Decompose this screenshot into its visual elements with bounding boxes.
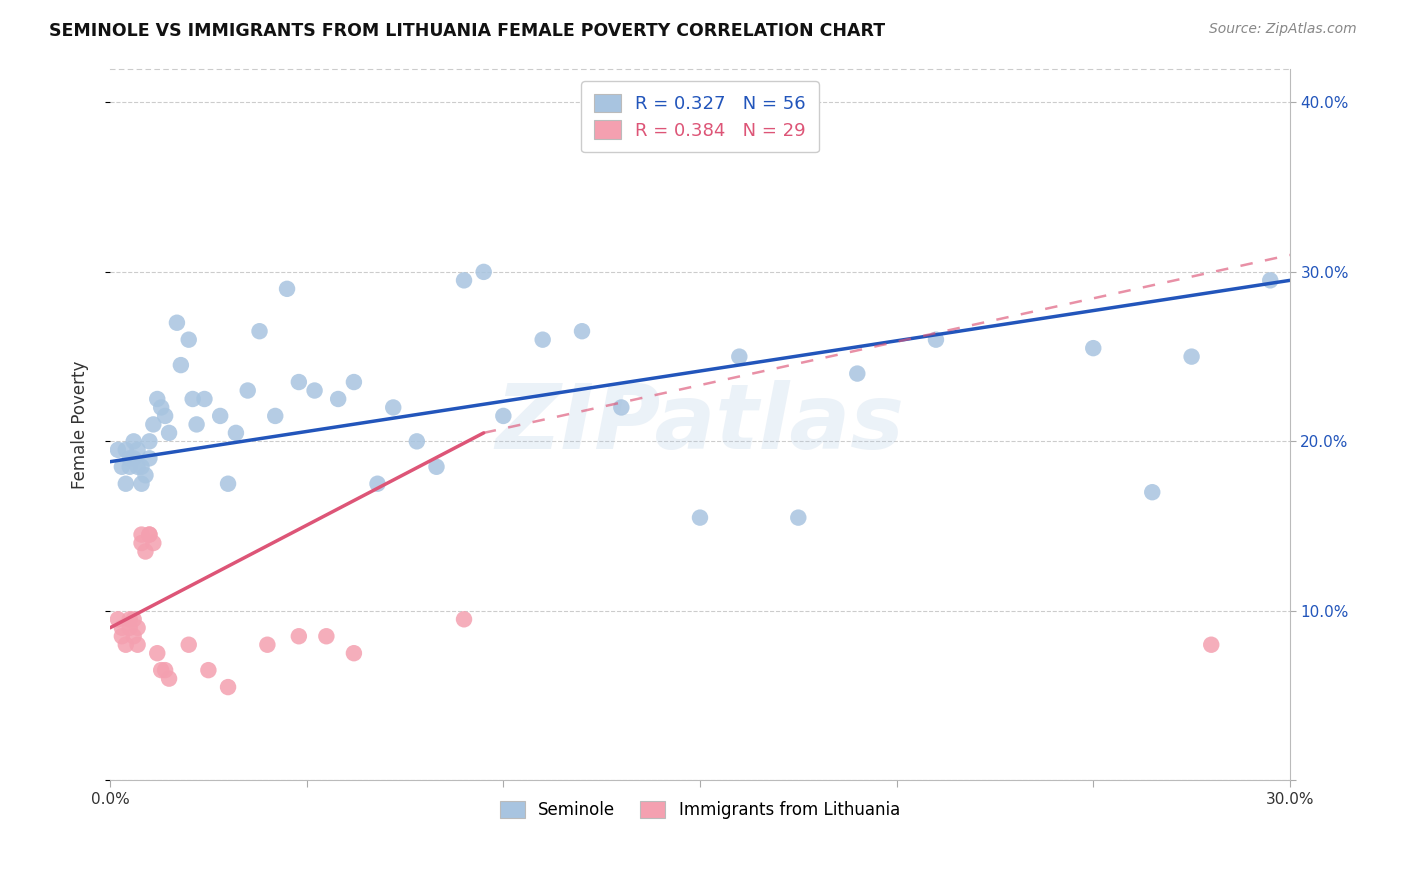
Point — [122, 612, 145, 626]
Point — [166, 316, 188, 330]
Point — [225, 425, 247, 440]
Point — [118, 612, 141, 626]
Point — [492, 409, 515, 423]
Point — [138, 451, 160, 466]
Point — [114, 638, 136, 652]
Point — [127, 638, 149, 652]
Point — [472, 265, 495, 279]
Text: Source: ZipAtlas.com: Source: ZipAtlas.com — [1209, 22, 1357, 37]
Point — [288, 375, 311, 389]
Point — [276, 282, 298, 296]
Point — [177, 638, 200, 652]
Point — [131, 536, 153, 550]
Point — [127, 621, 149, 635]
Point — [236, 384, 259, 398]
Point — [453, 612, 475, 626]
Point — [264, 409, 287, 423]
Point — [1142, 485, 1164, 500]
Point — [186, 417, 208, 432]
Point — [382, 401, 405, 415]
Point — [405, 434, 427, 449]
Point — [170, 358, 193, 372]
Point — [114, 476, 136, 491]
Point — [138, 527, 160, 541]
Point — [1180, 350, 1202, 364]
Point — [787, 510, 810, 524]
Point — [366, 476, 388, 491]
Point — [343, 646, 366, 660]
Point — [315, 629, 337, 643]
Point — [249, 324, 271, 338]
Point — [146, 392, 169, 406]
Point — [127, 459, 149, 474]
Point — [209, 409, 232, 423]
Point — [181, 392, 204, 406]
Point — [217, 476, 239, 491]
Point — [122, 434, 145, 449]
Point — [118, 459, 141, 474]
Legend: Seminole, Immigrants from Lithuania: Seminole, Immigrants from Lithuania — [494, 794, 907, 825]
Point — [177, 333, 200, 347]
Point — [193, 392, 215, 406]
Text: ZIPatlas: ZIPatlas — [495, 380, 904, 468]
Point — [131, 527, 153, 541]
Point — [1199, 638, 1222, 652]
Point — [146, 646, 169, 660]
Point — [925, 333, 948, 347]
Point — [288, 629, 311, 643]
Point — [131, 476, 153, 491]
Point — [304, 384, 326, 398]
Point — [453, 273, 475, 287]
Point — [111, 621, 134, 635]
Point — [846, 367, 869, 381]
Point — [1258, 273, 1281, 287]
Point — [122, 629, 145, 643]
Point — [138, 434, 160, 449]
Y-axis label: Female Poverty: Female Poverty — [72, 360, 89, 489]
Point — [131, 459, 153, 474]
Point — [157, 425, 180, 440]
Point — [111, 459, 134, 474]
Point — [122, 451, 145, 466]
Point — [153, 409, 176, 423]
Point — [728, 350, 751, 364]
Point — [157, 672, 180, 686]
Point — [127, 442, 149, 457]
Point — [107, 612, 129, 626]
Text: SEMINOLE VS IMMIGRANTS FROM LITHUANIA FEMALE POVERTY CORRELATION CHART: SEMINOLE VS IMMIGRANTS FROM LITHUANIA FE… — [49, 22, 886, 40]
Point — [689, 510, 711, 524]
Point — [531, 333, 554, 347]
Point — [425, 459, 447, 474]
Point — [150, 663, 173, 677]
Point — [134, 544, 156, 558]
Point — [118, 451, 141, 466]
Point — [107, 442, 129, 457]
Point — [571, 324, 593, 338]
Point — [150, 401, 173, 415]
Point — [343, 375, 366, 389]
Point — [142, 417, 165, 432]
Point — [256, 638, 278, 652]
Point — [1083, 341, 1105, 355]
Point — [134, 468, 156, 483]
Point — [111, 629, 134, 643]
Point — [328, 392, 350, 406]
Point — [118, 621, 141, 635]
Point — [142, 536, 165, 550]
Point — [153, 663, 176, 677]
Point — [610, 401, 633, 415]
Point — [217, 680, 239, 694]
Point — [197, 663, 219, 677]
Point — [114, 442, 136, 457]
Point — [138, 527, 160, 541]
